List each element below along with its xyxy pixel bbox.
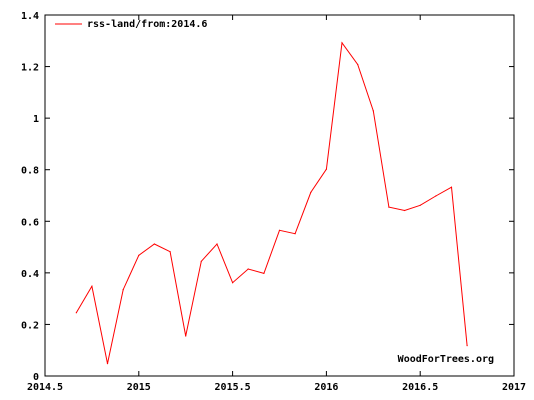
data-point (357, 63, 359, 66)
data-point (91, 285, 93, 287)
x-tick-label: 2014.5 (27, 382, 63, 393)
data-point (122, 289, 124, 291)
data-point (200, 260, 202, 262)
data-point (466, 345, 468, 347)
y-tick-label: 0.4 (21, 269, 39, 280)
data-point (169, 251, 171, 253)
legend-label: rss-land/from:2014.6 (87, 19, 207, 30)
x-tick-label: 2015 (127, 382, 151, 393)
data-point (294, 233, 296, 235)
data-point (325, 168, 327, 170)
x-tick-label: 2016.5 (402, 382, 438, 393)
y-tick-label: 0.8 (21, 166, 39, 177)
data-point (232, 282, 234, 284)
y-tick-label: 1.2 (21, 63, 39, 74)
y-tick-label: 1.4 (21, 11, 39, 22)
data-point (310, 191, 312, 193)
data-point (263, 272, 265, 274)
y-axis: 0 0.2 0.4 0.6 0.8 1 1.2 1.4 (21, 11, 514, 383)
watermark: WoodForTrees.org (398, 354, 494, 365)
data-point (450, 186, 453, 188)
y-tick-label: 1 (33, 114, 39, 125)
plot-frame (44, 14, 515, 377)
legend: rss-land/from:2014.6 (55, 19, 207, 30)
data-point (75, 312, 77, 314)
data-point (106, 363, 109, 365)
series-line (75, 41, 468, 364)
x-tick-label: 2016 (314, 382, 338, 393)
data-point (216, 243, 218, 245)
data-point (153, 243, 155, 245)
data-point (404, 209, 406, 212)
y-tick-label: 0.6 (21, 217, 39, 228)
data-point (278, 229, 281, 231)
data-point (341, 42, 343, 44)
data-point (138, 254, 140, 256)
plot-area (44, 14, 515, 377)
data-point (372, 110, 374, 112)
x-tick-label: 2015.5 (215, 382, 251, 393)
x-axis: 2014.5 2015 2015.5 2016 2016.5 2017 (27, 15, 526, 393)
series-group (75, 41, 468, 365)
x-tick-label: 2017 (502, 382, 526, 393)
data-point (419, 204, 421, 206)
data-point (435, 195, 437, 197)
y-tick-label: 0 (33, 372, 39, 383)
data-point (185, 335, 187, 337)
data-point (388, 206, 390, 208)
y-tick-label: 0.2 (21, 320, 39, 331)
data-point (247, 268, 249, 270)
